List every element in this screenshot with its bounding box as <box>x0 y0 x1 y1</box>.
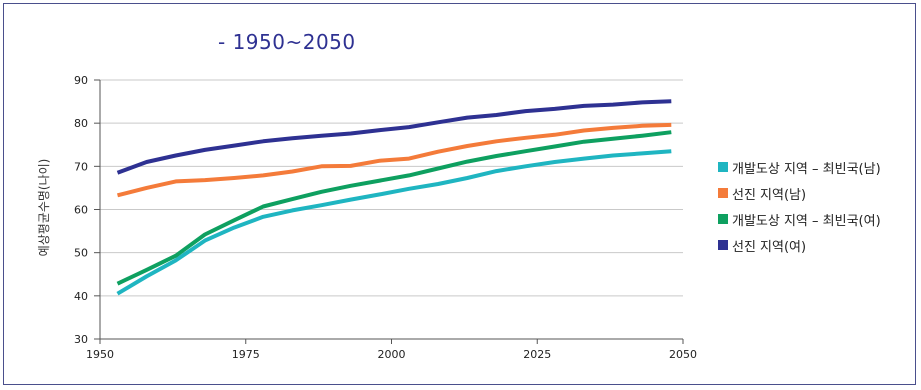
series-line-1 <box>116 149 672 296</box>
legend-label: 개발도상 지역 – 최빈국(여) <box>732 213 881 229</box>
y-tick-label: 50 <box>74 247 88 260</box>
x-tick-label: 2050 <box>669 348 697 361</box>
legend-item: 개발도상 지역 – 최빈국(여) <box>718 206 881 232</box>
chart-legend: 개발도상 지역 – 최빈국(남) 선진 지역(남) 개발도상 지역 – 최빈국(여)… <box>718 154 881 258</box>
y-tick-label: 30 <box>74 333 88 346</box>
legend-swatch <box>718 188 728 198</box>
y-tick-label: 90 <box>74 74 88 87</box>
legend-swatch <box>718 240 728 250</box>
y-tick-label: 80 <box>74 117 88 130</box>
series-line-4 <box>116 99 672 175</box>
legend-swatch <box>718 214 728 224</box>
x-tick-label: 1950 <box>86 348 114 361</box>
chart-frame <box>3 3 916 385</box>
legend-item: 개발도상 지역 – 최빈국(남) <box>718 154 881 180</box>
y-axis-label: 예상평균수명(나이) <box>37 159 51 257</box>
legend-label: 개발도상 지역 – 최빈국(남) <box>732 161 881 177</box>
y-tick-label: 70 <box>74 160 88 173</box>
legend-item: 선진 지역(여) <box>718 232 881 258</box>
series-line-3 <box>116 130 672 286</box>
chart-subtitle: - 1950~2050 <box>218 30 356 54</box>
legend-label: 선진 지역(남) <box>732 187 807 203</box>
x-tick-label: 1975 <box>232 348 260 361</box>
x-tick-label: 2025 <box>523 348 551 361</box>
legend-swatch <box>718 162 728 172</box>
y-tick-label: 60 <box>74 204 88 217</box>
series-line-2 <box>117 122 672 198</box>
legend-label: 선진 지역(여) <box>732 239 807 255</box>
y-tick-label: 40 <box>74 290 88 303</box>
x-tick-label: 2000 <box>378 348 406 361</box>
legend-item: 선진 지역(남) <box>718 180 881 206</box>
